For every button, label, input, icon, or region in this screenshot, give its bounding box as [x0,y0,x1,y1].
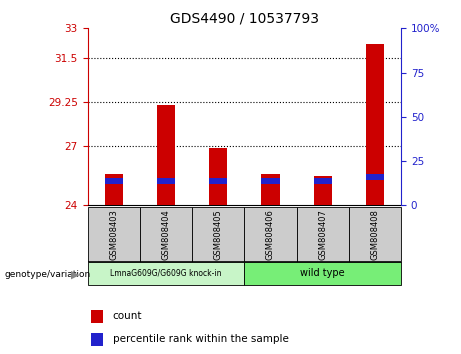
Bar [261,174,279,205]
Bar [296,207,349,262]
Bar [157,178,175,184]
Bar [261,178,279,184]
Text: ▶: ▶ [71,269,80,279]
Text: GSM808406: GSM808406 [266,209,275,260]
Text: GSM808407: GSM808407 [318,209,327,260]
Bar [88,207,140,262]
Bar [209,178,227,184]
Bar [313,178,332,184]
Text: GSM808405: GSM808405 [214,209,223,260]
Text: genotype/variation: genotype/variation [5,270,91,279]
Bar [105,178,123,184]
Title: GDS4490 / 10537793: GDS4490 / 10537793 [170,12,319,26]
Bar [366,44,384,205]
Bar [209,148,227,205]
Bar [157,105,175,205]
Bar [91,333,103,346]
Bar [192,207,244,262]
Text: GSM808403: GSM808403 [109,209,118,260]
Text: percentile rank within the sample: percentile rank within the sample [112,335,289,344]
Bar [244,207,296,262]
Bar [244,262,401,285]
Text: count: count [112,312,142,321]
Bar [88,262,244,285]
Bar [313,176,332,205]
Bar [105,174,123,205]
Bar [91,310,103,323]
Bar [366,174,384,180]
Text: LmnaG609G/G609G knock-in: LmnaG609G/G609G knock-in [110,269,222,278]
Text: GSM808408: GSM808408 [371,209,379,260]
Text: GSM808404: GSM808404 [161,209,171,260]
Bar [140,207,192,262]
Bar [349,207,401,262]
Text: wild type: wild type [301,268,345,279]
